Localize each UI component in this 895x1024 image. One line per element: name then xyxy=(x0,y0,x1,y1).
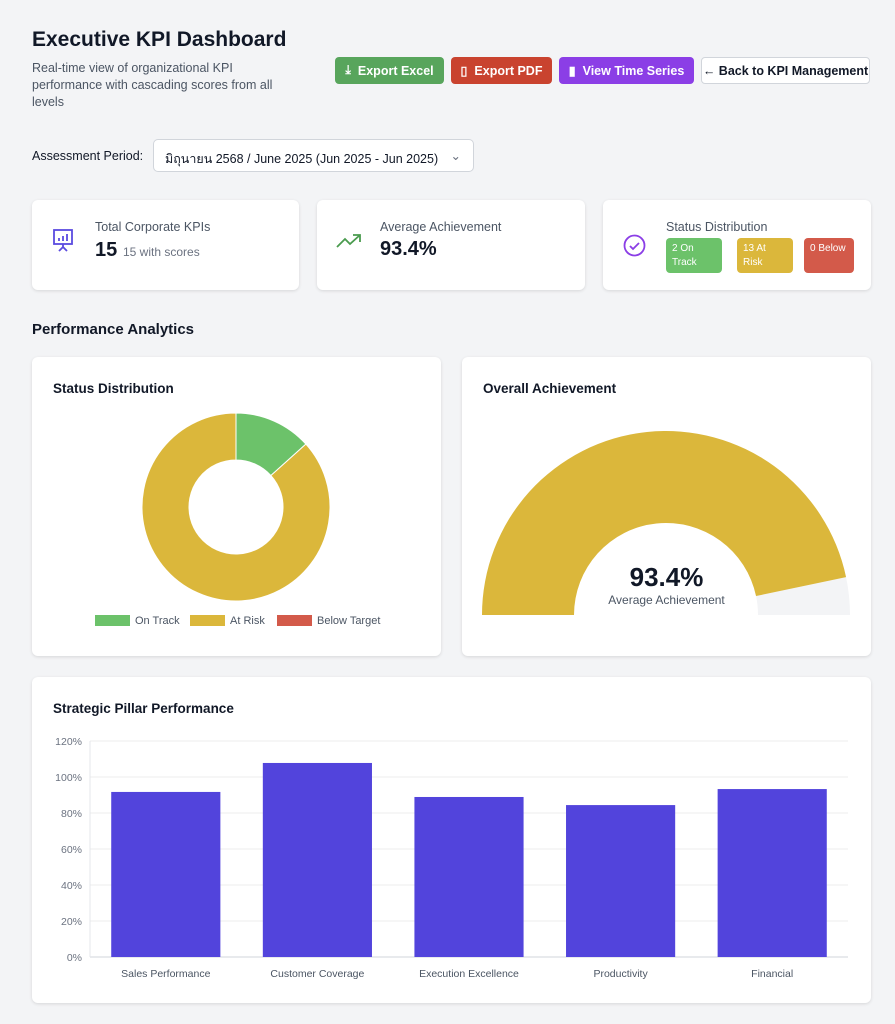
legend-swatch-2 xyxy=(277,615,312,626)
chevron-down-icon: ⌄ xyxy=(450,149,461,163)
pillar-performance-chart: Strategic Pillar Performance 0% 20% 40% 60%… xyxy=(32,677,871,1003)
x-tick-label: Sales Performance xyxy=(121,968,210,980)
y-tick-label: 100% xyxy=(55,772,82,784)
x-tick-label: Productivity xyxy=(593,968,648,980)
total-kpis-card: Total Corporate KPIs 15 15 with scores xyxy=(32,200,299,290)
y-tick-label: 20% xyxy=(61,916,82,928)
period-label: Assessment Period: xyxy=(32,149,144,163)
overall-achievement-chart: Overall Achievement 93.4% Average Achiev… xyxy=(462,357,871,656)
gauge-fill xyxy=(482,430,847,615)
export-pdf-button[interactable]: ▯ Export PDF xyxy=(451,57,552,84)
status-distribution-chart: Status Distribution On Track At Risk Below… xyxy=(32,357,441,656)
legend-swatch-0 xyxy=(95,615,130,626)
download-icon: ⤓ xyxy=(345,63,351,77)
y-tick-label: 40% xyxy=(61,880,82,892)
export-excel-button[interactable]: ⤓ Export Excel xyxy=(335,57,444,84)
y-tick-label: 120% xyxy=(55,736,82,748)
gauge-svg xyxy=(482,430,850,615)
y-tick-label: 80% xyxy=(61,808,82,820)
average-achievement-card: Average Achievement 93.4% xyxy=(317,200,585,290)
y-tick-label: 60% xyxy=(61,844,82,856)
at-risk-badge: 13 At Risk xyxy=(737,238,793,273)
legend-label-1: At Risk xyxy=(230,615,265,627)
below-badge: 0 Below xyxy=(804,238,854,273)
period-select[interactable]: มิถุนายน 2568 / June 2025 (Jun 2025 - Ju… xyxy=(153,139,474,172)
file-icon: ▯ xyxy=(460,64,468,78)
x-tick-label: Execution Excellence xyxy=(419,968,519,980)
bar-2 xyxy=(414,796,524,957)
page-title: Executive KPI Dashboard xyxy=(32,28,287,51)
check-circle-icon xyxy=(623,234,646,257)
bar-3 xyxy=(566,805,676,957)
back-button[interactable]: ← Back to KPI Management xyxy=(701,57,870,84)
view-time-series-button[interactable]: ▮ View Time Series xyxy=(559,57,694,84)
trending-up-icon xyxy=(336,234,361,248)
status-distribution-card: Status Distribution 2 On Track 13 At Ris… xyxy=(603,200,871,290)
page-subtitle: Real-time view of organizational KPI per… xyxy=(32,61,273,109)
gauge-caption: Average Achievement xyxy=(608,593,725,607)
bar-svg: 0% 20% 40% 60% 80% 100% 120% Sales Performance C… xyxy=(55,736,848,980)
bar-0 xyxy=(111,791,221,957)
gauge-value: 93.4% xyxy=(629,562,704,592)
gauge-remaining xyxy=(756,577,850,615)
on-track-badge: 2 On Track xyxy=(666,238,722,273)
bar-1 xyxy=(262,762,372,957)
section-title: Performance Analytics xyxy=(32,321,195,338)
bar-chart-icon: ▮ xyxy=(568,64,576,78)
legend-label-0: On Track xyxy=(135,615,180,627)
legend-swatch-1 xyxy=(190,615,225,626)
donut-svg: On Track At Risk Below Target xyxy=(95,412,380,627)
x-tick-label: Customer Coverage xyxy=(270,968,364,980)
x-tick-label: Financial xyxy=(751,968,793,980)
donut-slice-1 xyxy=(141,412,331,602)
y-tick-label: 0% xyxy=(67,952,82,964)
presentation-icon xyxy=(53,229,73,252)
bar-4 xyxy=(717,789,827,957)
legend-label-2: Below Target xyxy=(317,615,380,627)
